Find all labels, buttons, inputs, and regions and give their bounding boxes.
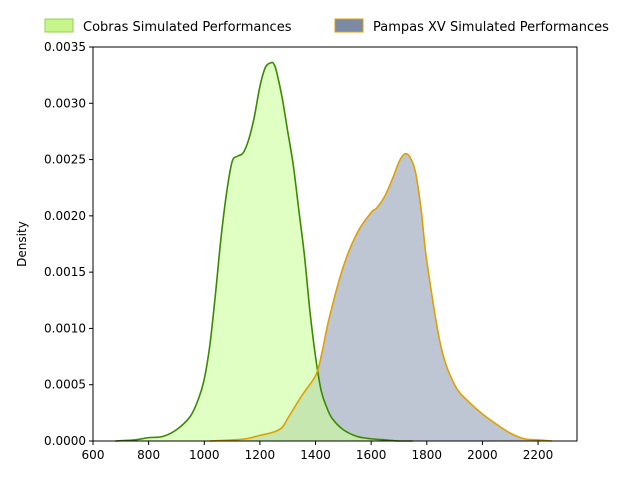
pampas-density-area [209, 153, 552, 442]
x-axis: 600 800 1000 1200 1400 1600 1800 2000 2200 [82, 441, 554, 462]
legend-swatch-cobras [44, 18, 74, 33]
cobras-density-line [115, 61, 413, 442]
x-tick-label: 600 [82, 448, 105, 462]
pampas-density-line [209, 152, 553, 442]
x-tick-label: 2000 [467, 448, 498, 462]
y-tick-label: 0.0000 [44, 434, 86, 448]
y-tick-label: 0.0005 [44, 378, 86, 392]
y-tick-label: 0.0035 [44, 40, 86, 54]
x-tick-label: 1400 [300, 448, 331, 462]
x-tick-label: 1600 [356, 448, 387, 462]
y-axis-label: Density [15, 221, 29, 267]
y-tick-label: 0.0025 [44, 153, 86, 167]
x-tick-label: 800 [137, 448, 160, 462]
legend-label-cobras: Cobras Simulated Performances [83, 20, 292, 35]
x-tick-label: 1800 [412, 448, 443, 462]
legend: Cobras Simulated Performances Pampas XV … [44, 18, 609, 35]
cobras-density-area [115, 62, 413, 442]
legend-swatch-pampas [334, 18, 364, 33]
y-tick-label: 0.0020 [44, 209, 86, 223]
legend-label-pampas: Pampas XV Simulated Performances [373, 20, 609, 35]
y-axis: 0.0000 0.0005 0.0010 0.0015 0.0020 0.0025 0.00… [44, 40, 93, 448]
y-tick-label: 0.0015 [44, 265, 86, 279]
plot-frame [92, 46, 578, 442]
x-tick-label: 1000 [189, 448, 220, 462]
y-tick-label: 0.0030 [44, 96, 86, 110]
plot-area [115, 61, 553, 442]
x-tick-label: 1200 [245, 448, 276, 462]
y-tick-label: 0.0010 [44, 321, 86, 335]
x-tick-label: 2200 [523, 448, 554, 462]
